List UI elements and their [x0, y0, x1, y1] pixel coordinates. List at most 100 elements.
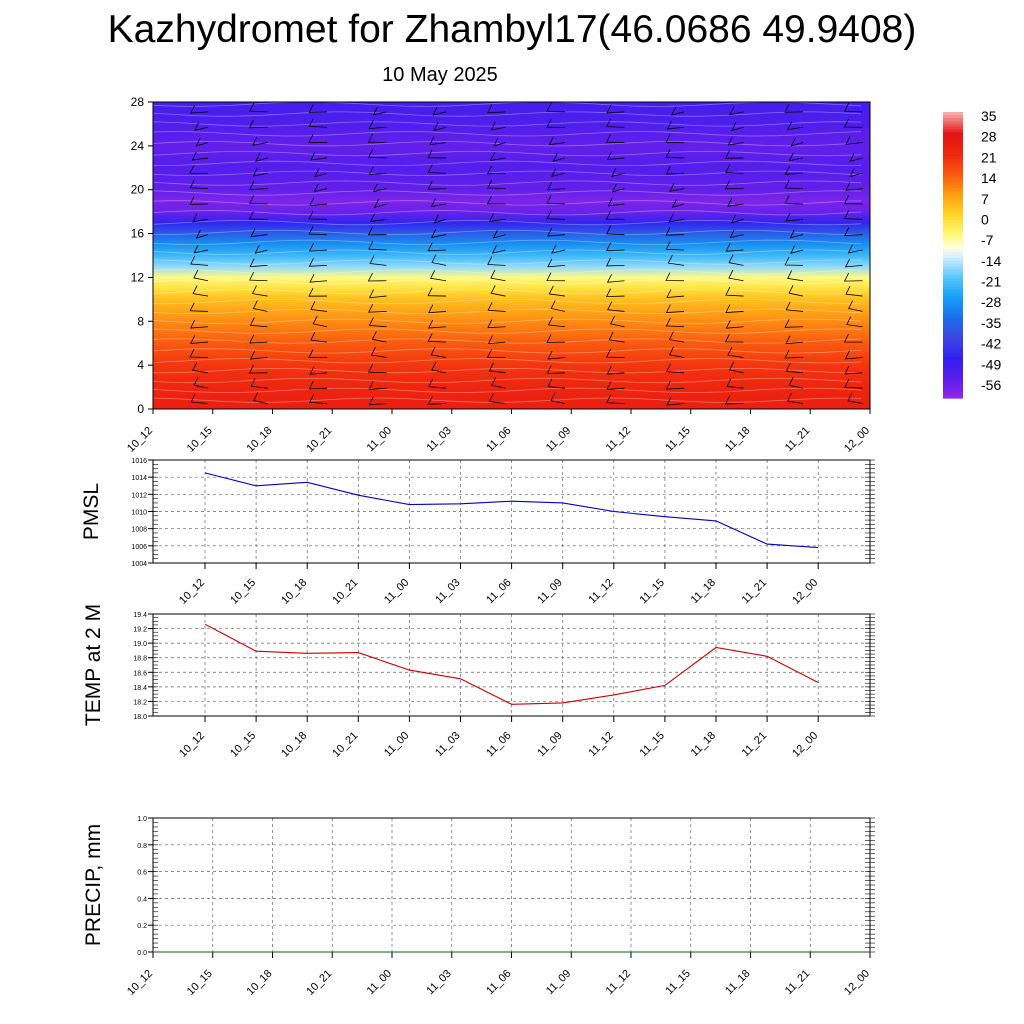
- x-tick-label: 11_00: [382, 577, 412, 607]
- wind-barb: [309, 366, 328, 375]
- colorbar-swatch: [943, 187, 963, 192]
- contour-line: [153, 328, 862, 334]
- x-tick-label: 10_12: [125, 425, 155, 455]
- y-axis-label: PRECIP, mm: [82, 824, 105, 946]
- wind-barb: [310, 331, 328, 343]
- contour-line: [153, 229, 862, 236]
- wind-barb: [249, 350, 268, 360]
- wind-barb: [488, 213, 506, 222]
- colorbar-swatch: [943, 217, 963, 221]
- contour-line: [153, 387, 862, 394]
- contour-line: [153, 170, 862, 176]
- wind-barb: [491, 245, 506, 254]
- colorbar-swatch: [943, 307, 963, 312]
- wind-barb: [665, 149, 685, 159]
- contour-line: [153, 259, 862, 265]
- wind-barb: [308, 104, 328, 113]
- contour-lines: [153, 102, 862, 403]
- wind-barb: [249, 317, 268, 328]
- wind-barb: [786, 393, 804, 404]
- wind-barb: [190, 255, 209, 266]
- colorbar-label: -14: [981, 253, 1001, 269]
- colorbar-swatch: [943, 295, 963, 300]
- wind-barb: [193, 269, 209, 282]
- wind-barb: [368, 289, 387, 299]
- wind-barb: [605, 211, 625, 220]
- contour-line: [153, 150, 862, 157]
- wind-barb: [490, 121, 506, 131]
- x-tick-label: 12_00: [790, 577, 820, 607]
- colorbar-swatch: [943, 284, 963, 288]
- wind-barb: [788, 377, 804, 389]
- x-tick-label: 11_09: [535, 577, 565, 607]
- wind-barb: [668, 213, 685, 223]
- x-tick-label: 11_15: [663, 968, 693, 998]
- wind-barb: [605, 257, 625, 267]
- colorbar-swatch: [943, 377, 963, 382]
- wind-barb: [729, 361, 744, 374]
- wind-barb: [308, 225, 328, 236]
- wind-barb: [784, 349, 804, 359]
- wind-barb: [845, 136, 863, 145]
- colorbar-swatch: [943, 365, 963, 370]
- contour-line: [153, 219, 862, 226]
- wind-barb: [843, 333, 863, 343]
- wind-barb: [487, 335, 506, 345]
- wind-barb: [546, 272, 566, 282]
- colorbar-swatch: [943, 243, 963, 247]
- x-tick-label: 11_18: [689, 577, 719, 607]
- colorbar-swatch: [943, 219, 963, 224]
- wind-barb: [249, 271, 268, 282]
- wind-barb: [785, 301, 804, 312]
- wind-barb: [844, 379, 863, 389]
- y-tick-label: 1012: [131, 492, 147, 499]
- colorbar-swatch: [943, 380, 963, 385]
- x-tick-label: 10_12: [177, 730, 207, 760]
- wind-barb: [552, 153, 566, 162]
- colorbar-swatch: [943, 211, 963, 215]
- colorbar-label: 14: [981, 170, 997, 186]
- colorbar-swatch: [943, 325, 963, 329]
- colorbar-swatch: [943, 208, 963, 212]
- wind-barb: [844, 227, 863, 236]
- wind-barb: [313, 183, 328, 193]
- wind-barb: [373, 199, 387, 209]
- wind-barb: [191, 151, 209, 161]
- wind-barb: [725, 320, 744, 329]
- x-tick-label: 10_18: [279, 577, 309, 607]
- colorbar-swatch: [943, 345, 963, 349]
- y-axis-label: PMSL: [80, 483, 103, 540]
- wind-barb: [844, 103, 863, 113]
- wind-barb: [427, 396, 447, 405]
- colorbar-swatch: [943, 383, 963, 387]
- wind-barb: [310, 151, 328, 161]
- colorbar-swatch: [943, 336, 963, 341]
- wind-barb: [427, 242, 447, 252]
- temperature-field: [153, 102, 870, 409]
- wind-barb: [487, 179, 506, 190]
- wind-barb: [309, 197, 328, 206]
- y-tick-label: 8: [137, 314, 144, 328]
- colorbar-swatch: [943, 374, 963, 379]
- wind-barb: [844, 365, 863, 375]
- wind-barb: [547, 258, 566, 268]
- wind-barb: [730, 214, 744, 224]
- wind-barb: [607, 301, 625, 312]
- wind-barb: [671, 199, 685, 209]
- x-tick-label: 11_18: [689, 730, 719, 760]
- x-tick-label: 10_21: [304, 425, 334, 455]
- colorbar-swatch: [943, 252, 963, 256]
- colorbar-swatch: [943, 348, 963, 352]
- wind-barb: [731, 122, 744, 132]
- colorbar-swatch: [943, 287, 963, 291]
- wind-barb: [551, 168, 566, 177]
- wind-barb: [189, 348, 209, 358]
- colorbar-swatch: [943, 298, 963, 303]
- wind-barb: [429, 136, 447, 146]
- wind-barb: [727, 347, 744, 358]
- wind-barb: [308, 118, 328, 128]
- wind-barb: [669, 183, 685, 192]
- contour-line: [153, 210, 862, 216]
- y-tick-label: 19.4: [133, 612, 147, 619]
- y-tick-label: 16: [131, 227, 145, 241]
